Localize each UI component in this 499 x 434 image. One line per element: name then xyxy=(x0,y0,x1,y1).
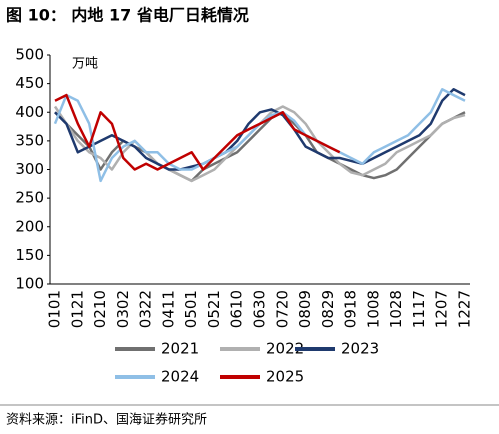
legend-label: 2024 xyxy=(161,368,199,386)
y-tick-label: 250 xyxy=(15,189,44,207)
x-tick-label: 0322 xyxy=(137,290,155,328)
x-tick-label: 0610 xyxy=(228,290,246,328)
legend-label: 2021 xyxy=(161,340,199,358)
y-tick-label: 350 xyxy=(15,131,44,149)
legend-label: 2025 xyxy=(266,368,304,386)
y-tick-label: 300 xyxy=(15,160,44,178)
y-tick-label: 400 xyxy=(15,103,44,121)
chart-title: 图 10： 内地 17 省电厂日耗情况 xyxy=(6,6,249,25)
x-tick-label: 0121 xyxy=(68,290,86,328)
x-tick-label: 1117 xyxy=(410,290,428,328)
x-tick-label: 0521 xyxy=(205,290,223,328)
x-tick-label: 0411 xyxy=(159,290,177,328)
x-tick-label: 0829 xyxy=(319,290,337,328)
x-tick-label: 1227 xyxy=(456,290,474,328)
x-tick-label: 0210 xyxy=(91,290,109,328)
legend-label: 2022 xyxy=(266,340,304,358)
x-tick-label: 0101 xyxy=(46,290,64,328)
legend-label: 2023 xyxy=(341,340,379,358)
x-tick-label: 0809 xyxy=(296,290,314,328)
y-tick-label: 100 xyxy=(15,275,44,293)
y-tick-label: 450 xyxy=(15,74,44,92)
y-unit: 万吨 xyxy=(72,57,98,72)
y-tick-label: 500 xyxy=(15,46,44,64)
x-tick-label: 0302 xyxy=(114,290,132,328)
y-tick-label: 150 xyxy=(15,246,44,264)
series-line xyxy=(54,93,341,171)
x-tick-label: 1008 xyxy=(364,290,382,328)
x-tick-label: 0501 xyxy=(182,290,200,328)
x-tick-label: 1207 xyxy=(433,290,451,328)
y-tick-label: 200 xyxy=(15,217,44,235)
x-tick-label: 1028 xyxy=(387,290,405,328)
source: 资料来源：iFinD、国海证券研究所 xyxy=(6,412,207,428)
x-tick-label: 0720 xyxy=(273,290,291,328)
series-line xyxy=(54,88,466,171)
x-tick-label: 0630 xyxy=(251,290,269,328)
x-tick-label: 0918 xyxy=(342,290,360,328)
